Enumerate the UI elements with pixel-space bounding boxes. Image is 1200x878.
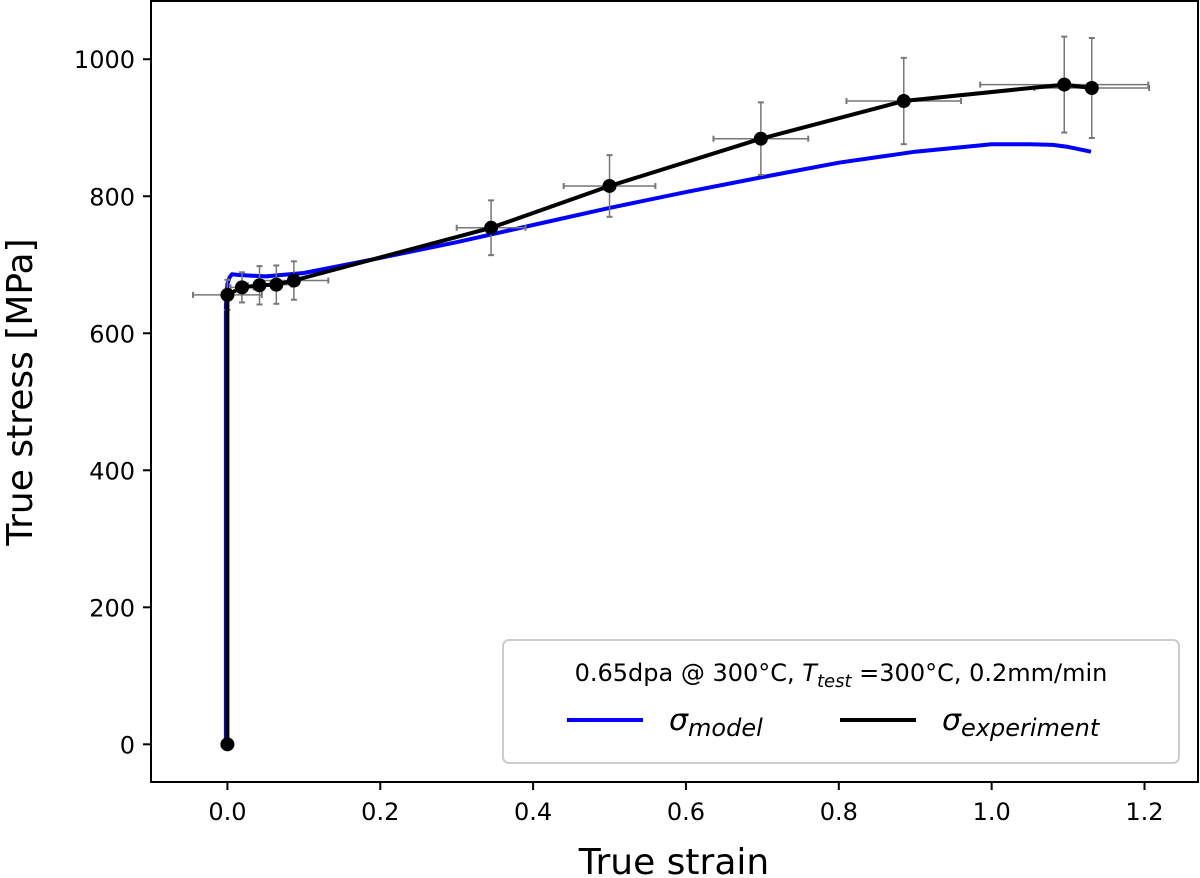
x-axis-ticks: 0.0 0.2 0.4 0.6 0.8 1.0 1.2	[208, 782, 1164, 826]
x-tick-label: 1.0	[973, 798, 1011, 826]
series-experiment-point	[1057, 77, 1072, 92]
y-axis-ticks: 0 200 400 600 800 1000	[74, 46, 151, 759]
series-experiment-point	[220, 737, 235, 752]
series-experiment-point	[602, 178, 617, 193]
y-axis-label: True stress [MPa]	[0, 238, 41, 546]
plot-frame	[150, 0, 1199, 783]
y-tick-label: 400	[89, 457, 135, 485]
y-tick-label: 600	[89, 320, 135, 348]
series-experiment-point	[1084, 81, 1099, 96]
series-experiment-point	[269, 277, 284, 292]
x-tick-label: 0.4	[514, 798, 552, 826]
series-experiment-point	[896, 94, 911, 109]
plot-series	[192, 35, 1151, 752]
x-tick-label: 1.2	[1125, 798, 1163, 826]
x-axis-label: True strain	[578, 842, 769, 878]
series-experiment-point	[286, 273, 301, 288]
legend-model-label: σmodel	[669, 703, 763, 742]
x-tick-label: 0.8	[820, 798, 858, 826]
y-tick-label: 1000	[74, 46, 135, 74]
y-tick-label: 800	[89, 183, 135, 211]
legend-experiment-label: σexperiment	[942, 703, 1101, 742]
series-experiment-point	[234, 280, 249, 295]
y-tick-label: 200	[89, 594, 135, 622]
series-model-line	[223, 142, 1092, 745]
series-model	[223, 142, 1092, 745]
y-tick-label: 0	[120, 731, 135, 759]
series-experiment-point	[753, 131, 768, 146]
series-experiment-point	[252, 278, 267, 293]
series-experiment-point	[220, 287, 235, 302]
x-tick-label: 0.6	[667, 798, 705, 826]
x-tick-label: 0.2	[361, 798, 399, 826]
legend-box	[502, 639, 1180, 764]
x-tick-label: 0.0	[208, 798, 246, 826]
legend-title: 0.65dpa @ 300°C, Ttest =300°C, 0.2mm/min	[575, 659, 1108, 692]
legend: 0.65dpa @ 300°C, Ttest =300°C, 0.2mm/min…	[502, 639, 1180, 764]
series-experiment-point	[484, 220, 499, 235]
series-experiment	[192, 35, 1151, 752]
